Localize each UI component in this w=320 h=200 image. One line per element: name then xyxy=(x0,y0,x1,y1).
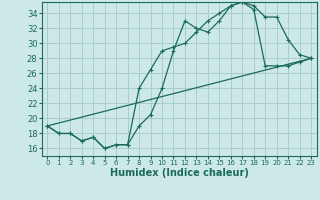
X-axis label: Humidex (Indice chaleur): Humidex (Indice chaleur) xyxy=(110,168,249,178)
